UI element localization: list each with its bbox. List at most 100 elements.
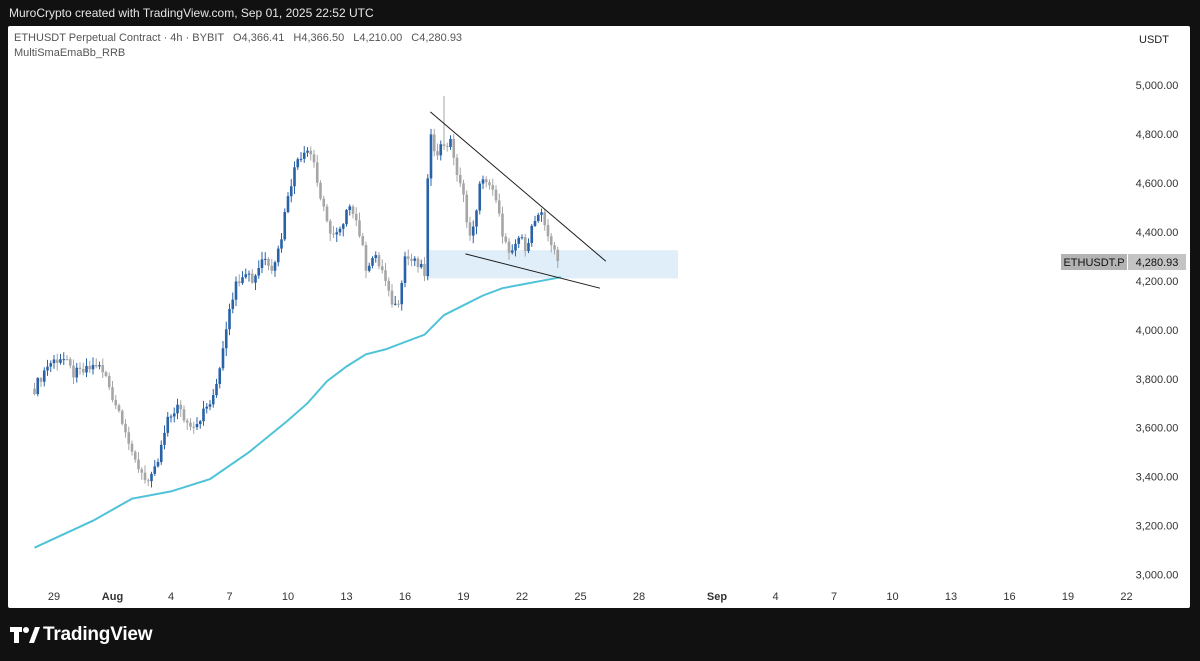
trendline	[465, 253, 601, 289]
price-tick-label: 4,600.00	[1136, 178, 1179, 190]
candle-body	[468, 222, 472, 236]
candle-body	[393, 303, 397, 305]
candle-body	[520, 237, 524, 239]
candle-body	[88, 365, 92, 370]
time-tick-label: 22	[1120, 591, 1132, 603]
candle-body	[491, 185, 495, 190]
candle-body	[426, 178, 430, 277]
candle-body	[533, 221, 537, 226]
candle-body	[354, 213, 358, 221]
price-tick-label: 5,000.00	[1136, 80, 1179, 92]
last-price-tag: ETHUSDT.P 4,280.93	[1061, 254, 1186, 270]
attribution-bar: MuroCrypto created with TradingView.com,…	[0, 0, 1200, 26]
candle-body	[306, 150, 309, 153]
candle-body	[231, 299, 235, 309]
candle-body	[117, 405, 121, 411]
candle-body	[68, 359, 72, 366]
candle-body	[374, 255, 378, 259]
time-tick-label: 25	[574, 591, 586, 603]
candle-body	[62, 359, 66, 361]
candle-body	[380, 266, 384, 271]
candle-body	[517, 237, 521, 244]
candle-body	[556, 249, 560, 262]
price-tick-label: 3,400.00	[1136, 472, 1179, 484]
candle-body	[192, 426, 196, 428]
candle-body	[215, 383, 218, 396]
attribution-text: MuroCrypto created with TradingView.com,…	[9, 6, 374, 20]
time-tick-label: 13	[945, 591, 957, 603]
price-tick-label: 3,800.00	[1136, 374, 1179, 386]
candle-body	[436, 151, 439, 156]
time-tick-label: 29	[48, 591, 60, 603]
candle-body	[195, 424, 199, 428]
legend-indicator: MultiSmaEmaBb_RRB	[14, 47, 125, 59]
candle-body	[179, 404, 183, 410]
price-tick-label: 4,200.00	[1136, 276, 1179, 288]
candlestick-chart[interactable]: 3,000.00 3,200.00 3,400.00 3,600.00 3,800.00…	[8, 26, 1190, 608]
candle-body	[257, 268, 261, 276]
time-tick-label: 10	[282, 591, 294, 603]
candle-body	[416, 258, 420, 268]
time-tick-label: 10	[886, 591, 898, 603]
price-axis[interactable]: 3,000.00 3,200.00 3,400.00 3,600.00 3,800.00…	[1136, 80, 1179, 582]
candle-body	[237, 281, 241, 284]
time-axis[interactable]: 29 Aug 4 7 10 13 16 19 22 25 28 Sep 4 7 10 13 16 19 22	[48, 591, 1133, 603]
chart-panel[interactable]: 3,000.00 3,200.00 3,400.00 3,600.00 3,800.00…	[8, 26, 1190, 608]
candle-body	[332, 233, 335, 235]
candles	[33, 96, 560, 488]
candle-body	[166, 416, 170, 433]
legend-symbol: ETHUSDT Perpetual Contract · 4h · BYBIT …	[14, 32, 462, 44]
currency-button[interactable]: USDT	[1130, 29, 1178, 49]
candle-body	[296, 159, 300, 168]
candle-body	[302, 152, 306, 159]
candle-body	[553, 245, 556, 250]
candle-body	[280, 239, 283, 249]
candle-body	[143, 472, 147, 481]
candle-body	[549, 236, 553, 246]
candle-body	[312, 154, 316, 163]
candle-body	[293, 167, 296, 187]
candle-body	[478, 183, 482, 211]
candle-body	[527, 243, 530, 252]
candle-body	[497, 200, 501, 214]
candle-body	[42, 370, 46, 382]
candle-body	[159, 444, 163, 462]
time-tick-label: 4	[772, 591, 778, 603]
candle-body	[127, 432, 131, 444]
candle-body	[322, 198, 326, 207]
tradingview-logo-icon	[10, 627, 40, 643]
candle-body	[224, 329, 228, 349]
candle-body	[36, 378, 40, 395]
candle-body	[465, 194, 469, 223]
candle-body	[176, 404, 179, 414]
candle-body	[481, 179, 485, 184]
time-tick-label: 28	[633, 591, 645, 603]
time-tick-label: 7	[831, 591, 837, 603]
candle-body	[507, 241, 511, 253]
candle-body	[335, 232, 339, 235]
candle-body	[403, 256, 407, 283]
candle-body	[494, 189, 498, 201]
candle-body	[455, 157, 459, 175]
candle-body	[530, 225, 534, 244]
tradingview-logo[interactable]: TradingView	[10, 624, 153, 646]
support-zone	[426, 250, 678, 279]
currency-label: USDT	[1139, 34, 1169, 46]
candle-body	[260, 259, 264, 269]
candle-body	[283, 212, 287, 240]
candle-body	[390, 290, 394, 305]
candle-body	[254, 275, 257, 283]
price-tick-label: 3,000.00	[1136, 570, 1179, 582]
candle-body	[114, 399, 118, 406]
candle-body	[442, 144, 446, 146]
candle-body	[91, 364, 95, 370]
candle-body	[198, 421, 202, 425]
candle-body	[338, 228, 342, 233]
candle-body	[325, 206, 329, 222]
candle-body	[471, 226, 475, 236]
candle-body	[423, 263, 426, 277]
candle-body	[218, 368, 222, 384]
time-tick-label: Sep	[707, 591, 727, 603]
trendlines[interactable]	[430, 111, 607, 289]
candle-body	[276, 248, 280, 263]
